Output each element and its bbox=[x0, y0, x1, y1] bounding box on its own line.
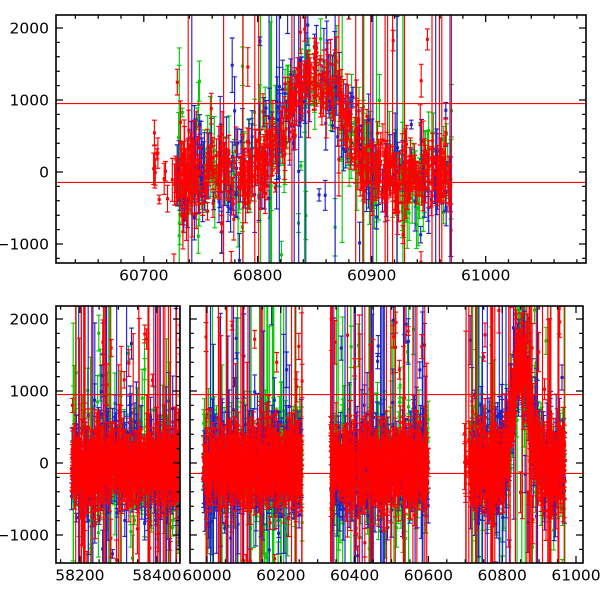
x-tick-label: 60200 bbox=[256, 567, 305, 585]
x-tick-label: 60900 bbox=[347, 267, 396, 285]
x-tick-label: 60600 bbox=[404, 567, 453, 585]
y-tick-label: 1000 bbox=[10, 92, 49, 110]
y-tick-label: −1000 bbox=[0, 527, 49, 545]
bottom-left-data-area bbox=[56, 306, 180, 563]
x-tick-label: 58200 bbox=[55, 567, 104, 585]
x-tick-label: 60800 bbox=[478, 567, 527, 585]
x-tick-label: 61000 bbox=[461, 267, 510, 285]
series-red bbox=[151, 15, 453, 263]
x-tick-label: 60400 bbox=[330, 567, 379, 585]
x-tick-label: 58400 bbox=[132, 567, 181, 585]
bottom-left-ticks bbox=[56, 306, 180, 563]
series-red bbox=[69, 306, 180, 563]
y-tick-label: 2000 bbox=[10, 311, 49, 329]
top-frame bbox=[55, 14, 587, 264]
y-tick-label: −1000 bbox=[0, 236, 49, 254]
y-tick-label: 2000 bbox=[10, 20, 49, 38]
x-tick-label: 61000 bbox=[551, 567, 600, 585]
x-tick-label: 60800 bbox=[233, 267, 282, 285]
top-data-area bbox=[56, 15, 586, 263]
reference-lines bbox=[190, 306, 583, 563]
y-tick-label: 0 bbox=[39, 164, 49, 182]
x-tick-label: 60000 bbox=[182, 567, 231, 585]
reference-lines bbox=[56, 394, 180, 474]
y-tick-label: 0 bbox=[39, 455, 49, 473]
bottom-right-data-area bbox=[190, 306, 583, 563]
x-tick-label: 60700 bbox=[119, 267, 168, 285]
y-tick-label: 1000 bbox=[10, 383, 49, 401]
top-ticks bbox=[56, 15, 586, 263]
series-red bbox=[201, 306, 568, 563]
reference-lines bbox=[56, 15, 586, 263]
bottom-right-ticks bbox=[190, 306, 583, 563]
